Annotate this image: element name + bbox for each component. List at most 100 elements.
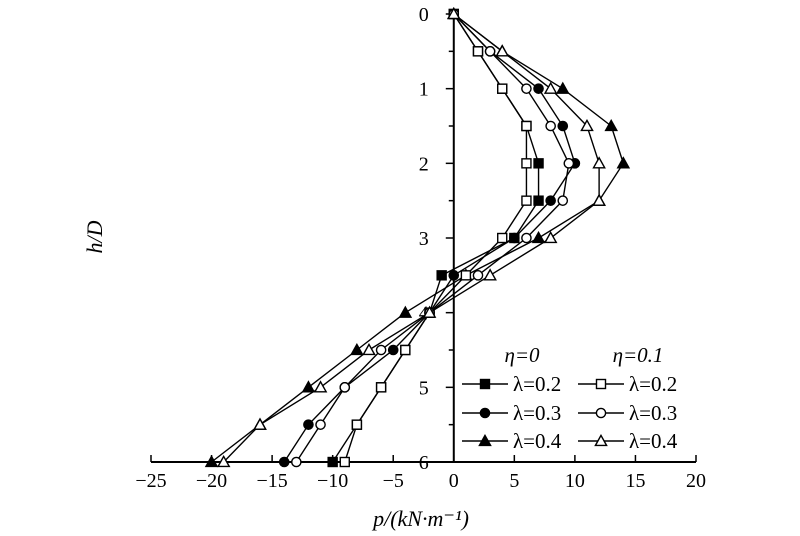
- data-point: [497, 232, 508, 244]
- data-point: [484, 46, 496, 57]
- data-point: [350, 342, 364, 356]
- legend-marker: [595, 378, 607, 390]
- data-point: [616, 156, 631, 169]
- data-point: [533, 158, 544, 169]
- series-triangle-filled: [204, 6, 631, 468]
- x-tick-label: 15: [625, 470, 645, 492]
- data-point: [339, 382, 351, 393]
- y-tick-label: 0: [419, 4, 429, 26]
- x-tick-label: 5: [509, 470, 519, 492]
- data-point: [446, 6, 461, 20]
- data-point: [543, 230, 558, 244]
- data-point: [580, 118, 594, 132]
- y-tick-label: 5: [419, 377, 429, 399]
- data-point: [533, 83, 544, 94]
- data-point: [543, 81, 558, 94]
- data-point: [303, 419, 314, 430]
- data-point: [557, 120, 569, 132]
- data-point: [362, 342, 376, 356]
- legend-marker: [479, 407, 491, 419]
- legend-entry: λ=0.3: [578, 401, 677, 425]
- legend-entries: λ=0.2 λ=0.3 λ=0.4 λ=0.2 λ=0.3 λ=0.4: [462, 372, 678, 453]
- data-point: [278, 456, 290, 468]
- data-point: [448, 270, 460, 281]
- legend-entry: λ=0.4: [578, 429, 678, 453]
- legend-entry: λ=0.2: [578, 372, 677, 396]
- data-point: [509, 232, 520, 244]
- series-square-open: [339, 8, 532, 468]
- data-point: [555, 81, 570, 94]
- data-point: [521, 232, 532, 244]
- y-tick-label: 2: [419, 153, 429, 175]
- data-point: [472, 270, 484, 281]
- axes: −25 −20 −15 −10 −5 0 5 10 15 20 0 1 2 3 4 5 6: [135, 4, 706, 492]
- legend-entry: λ=0.2: [462, 372, 561, 396]
- data-point: [533, 195, 544, 206]
- legend-marker: [594, 433, 608, 447]
- series-triangle-open: [216, 6, 606, 468]
- data-point: [327, 456, 338, 468]
- y-axis-title: h/D: [82, 220, 107, 253]
- x-tick-label: −25: [135, 470, 166, 492]
- data-point: [387, 344, 399, 356]
- x-tick-label: 20: [686, 470, 706, 492]
- data-point: [291, 456, 302, 468]
- legend-entry: λ=0.4: [462, 429, 562, 453]
- y-tick-label: 1: [419, 79, 429, 101]
- series-line: [211, 13, 625, 463]
- legend-label: λ=0.3: [629, 401, 677, 425]
- data-point: [460, 270, 472, 281]
- y-tick-label: 4: [419, 303, 429, 325]
- legend-marker: [595, 407, 607, 419]
- legend-header-eta01: η=0.1: [613, 343, 664, 367]
- data-point: [545, 120, 556, 132]
- legend-label: λ=0.2: [513, 372, 561, 396]
- legend-marker: [478, 433, 492, 447]
- data-point: [216, 454, 231, 468]
- data-point: [400, 344, 411, 356]
- series-line: [332, 13, 540, 463]
- data-point: [521, 158, 532, 169]
- data-point: [497, 83, 508, 94]
- x-ticks: −25 −20 −15 −10 −5 0 5 10 15 20: [135, 455, 706, 492]
- data-point: [315, 419, 326, 430]
- x-tick-label: 10: [565, 470, 585, 492]
- data-point: [301, 380, 316, 393]
- data-point: [495, 44, 510, 57]
- y-tick-label: 6: [419, 452, 429, 474]
- legend-label: λ=0.4: [629, 429, 678, 453]
- data-point: [531, 230, 546, 244]
- x-axis-title: p/(kN·m⁻¹): [371, 506, 469, 531]
- data-point: [375, 382, 387, 393]
- data-point: [592, 156, 606, 169]
- x-tick-label: −15: [256, 470, 287, 492]
- data-point: [563, 158, 575, 169]
- x-tick-label: −20: [196, 470, 227, 492]
- data-point: [557, 195, 569, 206]
- data-point: [253, 417, 267, 430]
- legend: η=0 η=0.1 λ=0.2 λ=0.3 λ=0.4 λ=0.2 λ=0.3 λ=0.4: [462, 343, 678, 453]
- data-point: [422, 305, 437, 318]
- y-ticks: 0 1 2 3 4 5 6: [419, 4, 454, 474]
- legend-label: λ=0.2: [629, 372, 677, 396]
- x-tick-label: 0: [449, 470, 459, 492]
- data-point: [472, 46, 484, 57]
- data-point: [521, 120, 532, 132]
- series-circle-filled: [278, 8, 581, 468]
- data-point: [592, 193, 606, 206]
- data-point: [521, 83, 532, 94]
- series: [204, 6, 631, 468]
- legend-entry: λ=0.3: [462, 401, 561, 425]
- data-point: [313, 380, 328, 393]
- x-tick-label: −5: [383, 470, 404, 492]
- y-tick-label: 3: [419, 228, 429, 250]
- legend-label: λ=0.4: [513, 429, 562, 453]
- legend-header-eta0: η=0: [504, 343, 540, 367]
- legend-marker: [479, 378, 491, 390]
- data-point: [521, 195, 532, 206]
- data-point: [436, 270, 447, 281]
- data-point: [483, 268, 497, 281]
- legend-label: λ=0.3: [513, 401, 561, 425]
- x-tick-label: −10: [317, 470, 348, 492]
